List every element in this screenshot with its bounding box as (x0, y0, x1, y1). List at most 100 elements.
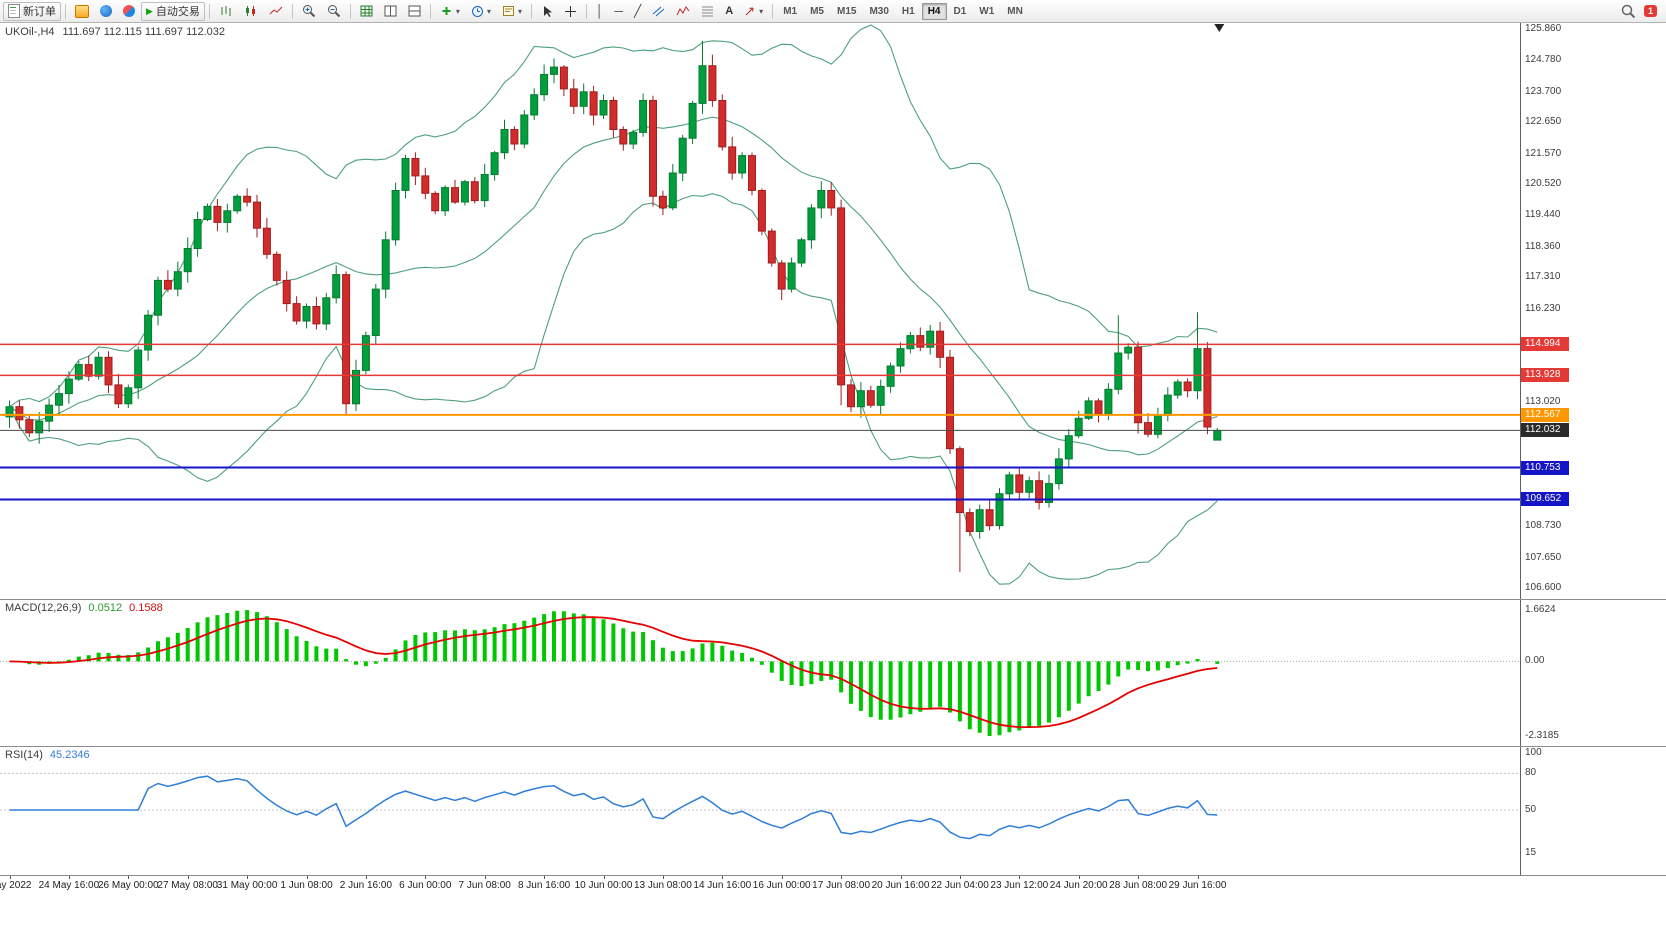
indicators-window-button[interactable] (355, 2, 378, 21)
timeframe-m1[interactable]: M1 (777, 3, 803, 20)
rsi-chart[interactable]: RSI(14) 45.2346 (0, 747, 1520, 875)
cursor-tool-button[interactable] (536, 2, 558, 21)
text-icon: A (725, 5, 734, 17)
symbol-period-label: UKOil-,H4 (5, 26, 55, 38)
time-tick (365, 876, 367, 879)
metaquotes-button[interactable] (95, 2, 117, 21)
periods-button[interactable]: ▾ (466, 2, 496, 21)
metaeditor-button[interactable] (70, 2, 94, 21)
time-axis-label: 27 May 08:00 (157, 880, 218, 891)
price-badge: 110.753 (1521, 461, 1569, 475)
chart-line-button[interactable] (264, 2, 288, 21)
toolbar-separator (349, 3, 351, 19)
fibonacci-tool-button[interactable] (696, 2, 719, 21)
community-button[interactable] (118, 2, 140, 21)
notifications-badge[interactable]: 1 (1643, 5, 1657, 17)
macd-name: MACD(12,26,9) (5, 602, 82, 614)
time-axis-label: 24 Jun 20:00 (1049, 880, 1108, 891)
rsi-line (9, 775, 1218, 840)
timeframe-d1[interactable]: D1 (948, 3, 973, 20)
time-axis-label: 26 May 00:00 (97, 880, 159, 891)
price-chart[interactable]: UKOil-,H4 111.697 112.115 111.697 112.03… (0, 23, 1520, 599)
chart-bars-button[interactable] (214, 2, 238, 21)
time-axis-label: 28 Jun 08:00 (1109, 880, 1168, 891)
macd-scale[interactable]: 1.6624 0.00 -2.3185 (1520, 600, 1666, 746)
metaeditor-icon (75, 4, 89, 18)
line-chart-icon (269, 5, 283, 17)
zoom-in-button[interactable] (297, 2, 321, 21)
time-tick (68, 876, 70, 879)
timeframe-mn[interactable]: MN (1001, 3, 1029, 20)
toolbar-separator (429, 3, 431, 19)
timeframe-h4[interactable]: H4 (921, 2, 947, 20)
channel-icon (652, 5, 665, 17)
price-axis-label: 119.440 (1525, 209, 1561, 220)
rsi-name: RSI(14) (5, 749, 43, 761)
macd-main-value: 0.0512 (88, 602, 123, 614)
new-order-button[interactable]: 新订单 (3, 1, 61, 21)
time-tick (959, 876, 961, 879)
new-order-icon (8, 4, 20, 18)
macd-panel: MACD(12,26,9) 0.0512 0.1588 1.6624 0.00 -2… (0, 600, 1666, 747)
cursor-icon (541, 5, 553, 18)
timeframe-m15[interactable]: M15 (831, 3, 862, 20)
time-tick (662, 876, 664, 879)
main-chart-panel: UKOil-,H4 111.697 112.115 111.697 112.03… (0, 23, 1666, 600)
bollinger-bands (9, 24, 1218, 585)
rsi-scale[interactable]: 100 80 50 15 (1520, 747, 1666, 875)
channel-tool-button[interactable] (647, 2, 670, 21)
price-badge: 109.652 (1521, 492, 1569, 506)
macd-chart[interactable]: MACD(12,26,9) 0.0512 0.1588 (0, 600, 1520, 746)
time-tick (841, 876, 843, 879)
price-badge: 113.928 (1521, 368, 1569, 382)
zigzag-tool-button[interactable] (671, 2, 695, 21)
candles-layer (5, 41, 1222, 573)
chart-shift-marker[interactable] (1214, 24, 1225, 32)
community-icon (123, 5, 135, 17)
tile-vertical-button[interactable] (379, 2, 402, 21)
chart-title: UKOil-,H4 111.697 112.115 111.697 112.03… (5, 26, 225, 38)
bar-chart-icon (219, 5, 233, 17)
trendline-tool-button[interactable]: ╱ (629, 2, 646, 21)
price-axis-label: 106.600 (1525, 582, 1562, 593)
add-indicator-button[interactable]: ▾ (435, 2, 465, 21)
search-icon[interactable] (1621, 4, 1636, 19)
rsi-label: RSI(14) 45.2346 (5, 749, 90, 761)
time-axis-label: 20 Jun 16:00 (871, 880, 930, 891)
time-tick (306, 876, 308, 879)
zoom-out-button[interactable] (322, 2, 346, 21)
price-scale[interactable]: 125.860 124.780 123.700 122.650 121.570 120.5… (1520, 23, 1666, 599)
horizontal-line-tool-button[interactable]: ─ (609, 2, 628, 21)
chevron-down-icon: ▾ (759, 6, 764, 16)
time-tick (781, 876, 783, 879)
time-axis-label: 16 Jun 00:00 (752, 880, 811, 891)
time-axis-label: 13 Jun 08:00 (633, 880, 692, 891)
ohlc-values: 111.697 112.115 111.697 112.032 (62, 26, 226, 38)
macd-histogram (17, 610, 1220, 736)
templates-button[interactable]: ▾ (497, 2, 527, 21)
timeframe-m30[interactable]: M30 (863, 3, 894, 20)
tile-horizontal-button[interactable] (403, 2, 426, 21)
time-axis-label: May 2022 (0, 880, 32, 891)
chevron-down-icon: ▾ (517, 6, 522, 16)
time-tick (544, 876, 546, 879)
rsi-axis-label: 15 (1525, 847, 1537, 858)
timeframe-w1[interactable]: W1 (973, 3, 1000, 20)
fibonacci-icon (701, 5, 714, 17)
chart-candles-button[interactable] (239, 2, 263, 21)
crosshair-tool-button[interactable] (559, 2, 582, 21)
vertical-line-tool-button[interactable]: │ (591, 2, 609, 21)
text-tool-button[interactable]: A (720, 2, 738, 21)
timeframe-h1[interactable]: H1 (896, 3, 921, 20)
autotrading-button[interactable]: ▶ 自动交易 (141, 1, 205, 21)
toolbar-separator (530, 3, 532, 19)
tile-horizontal-icon (408, 5, 421, 17)
arrows-tool-button[interactable]: ▾ (739, 2, 768, 21)
horizontal-lines-layer[interactable] (0, 343, 1520, 501)
price-axis-label: 118.360 (1525, 241, 1561, 252)
timeframe-m5[interactable]: M5 (804, 3, 830, 20)
autotrading-play-icon: ▶ (146, 5, 153, 16)
rsi-axis-label: 80 (1525, 767, 1537, 778)
time-tick (1138, 876, 1140, 879)
